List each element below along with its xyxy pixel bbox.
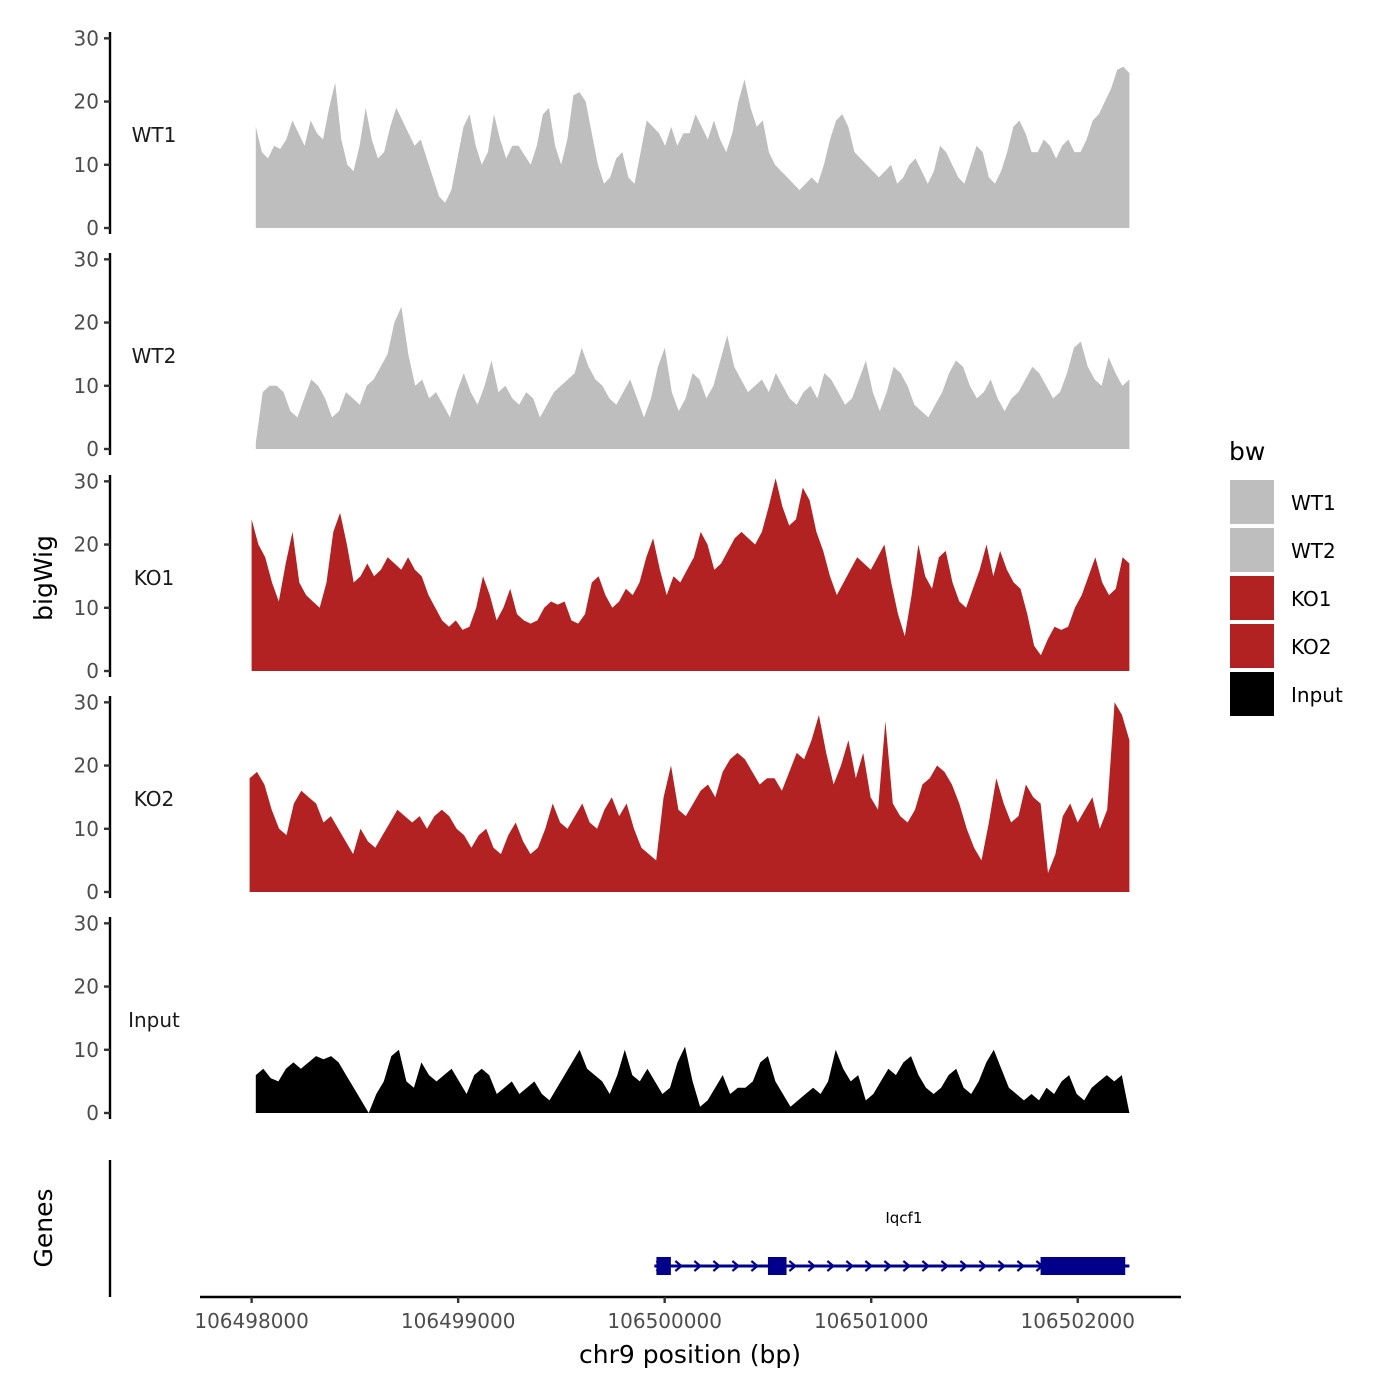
- y-axis-title: bigWig: [29, 535, 58, 621]
- legend-label: KO2: [1291, 635, 1332, 659]
- strand-arrow-icon: [864, 1260, 874, 1272]
- gene-exon: [656, 1257, 671, 1275]
- x-tick-label: 106499000: [401, 1309, 516, 1333]
- signal-area-wt2: [255, 306, 1130, 449]
- x-tick-label: 106501000: [814, 1309, 929, 1333]
- signal-area-ko1: [251, 478, 1130, 671]
- y-tick-label: 30: [74, 469, 99, 493]
- legend-item-wt1: WT1: [1230, 480, 1336, 524]
- signal-area-ko2: [249, 702, 1130, 892]
- strand-arrow-icon: [712, 1260, 722, 1272]
- legend-item-input: Input: [1230, 672, 1343, 716]
- signal-area-input: [255, 1046, 1130, 1113]
- y-tick-label: 0: [86, 437, 99, 461]
- legend-label: WT1: [1291, 491, 1336, 515]
- x-axis: 106498000 106499000 106500000 106501000 1065…: [194, 1295, 1181, 1333]
- strand-arrow-icon: [845, 1260, 855, 1272]
- legend-label: KO1: [1291, 587, 1332, 611]
- strand-arrow-icon: [826, 1260, 836, 1272]
- track-label: WT2: [132, 344, 177, 368]
- y-tick-label: 0: [86, 216, 99, 240]
- y-tick-label: 10: [74, 153, 99, 177]
- strand-arrow-icon: [1016, 1260, 1026, 1272]
- y-tick-label: 30: [74, 690, 99, 714]
- gene-name-label: Iqcf1: [885, 1209, 922, 1227]
- track-wt1: 0 10 20 30 WT1: [74, 26, 1130, 240]
- legend-swatch: [1230, 672, 1274, 716]
- track-input: 0 10 20 30 Input: [74, 911, 1130, 1125]
- track-label: KO1: [134, 566, 175, 590]
- bigwig-tracks: 0 10 20 30 WT1 0 10 20 30 WT2 0 10 20 30 KO1 0 10 20 30 KO2…: [74, 26, 1130, 1125]
- strand-arrow-icon: [940, 1260, 950, 1272]
- legend-swatch: [1230, 528, 1274, 572]
- strand-arrow-icon: [788, 1260, 798, 1272]
- genes-track-title: Genes: [29, 1188, 58, 1267]
- y-tick-label: 10: [74, 596, 99, 620]
- strand-arrow-icon: [883, 1260, 893, 1272]
- legend-item-ko2: KO2: [1230, 624, 1332, 668]
- strand-arrow-icon: [807, 1260, 817, 1272]
- signal-area-wt1: [255, 66, 1130, 228]
- y-tick-label: 30: [74, 247, 99, 271]
- track-label: WT1: [132, 123, 177, 147]
- track-wt2: 0 10 20 30 WT2: [74, 247, 1130, 461]
- legend-label: Input: [1291, 683, 1343, 707]
- y-tick-label: 10: [74, 374, 99, 398]
- x-axis-title: chr9 position (bp): [579, 1340, 801, 1369]
- y-tick-label: 0: [86, 1101, 99, 1125]
- y-tick-label: 30: [74, 26, 99, 50]
- y-tick-label: 0: [86, 880, 99, 904]
- y-tick-label: 30: [74, 911, 99, 935]
- y-tick-label: 10: [74, 817, 99, 841]
- legend-title: bw: [1229, 437, 1265, 466]
- legend-swatch: [1230, 480, 1274, 524]
- x-tick-label: 106498000: [194, 1309, 309, 1333]
- strand-arrow-icon: [978, 1260, 988, 1272]
- gene-exon: [767, 1257, 787, 1275]
- y-tick-label: 20: [74, 975, 99, 999]
- legend-swatch: [1230, 624, 1274, 668]
- x-tick-label: 106500000: [607, 1309, 722, 1333]
- track-label: Input: [128, 1008, 180, 1032]
- strand-arrow-icon: [731, 1260, 741, 1272]
- y-tick-label: 20: [74, 754, 99, 778]
- gene-exon: [1040, 1257, 1126, 1275]
- track-label: KO2: [134, 787, 175, 811]
- strand-arrow-icon: [959, 1260, 969, 1272]
- strand-arrow-icon: [674, 1260, 684, 1272]
- legend: bw WT1 WT2 KO1 KO2 Input: [1229, 437, 1343, 716]
- strand-arrow-icon: [693, 1260, 703, 1272]
- x-tick-label: 106502000: [1020, 1309, 1135, 1333]
- strand-arrow-icon: [750, 1260, 760, 1272]
- y-tick-label: 10: [74, 1038, 99, 1062]
- track-ko2: 0 10 20 30 KO2: [74, 690, 1130, 904]
- legend-item-ko1: KO1: [1230, 576, 1332, 620]
- y-tick-label: 20: [74, 90, 99, 114]
- y-tick-label: 20: [74, 533, 99, 557]
- gene-track: Iqcf1: [108, 1160, 1130, 1297]
- legend-item-wt2: WT2: [1230, 528, 1336, 572]
- y-tick-label: 20: [74, 311, 99, 335]
- legend-swatch: [1230, 576, 1274, 620]
- strand-arrow-icon: [997, 1260, 1007, 1272]
- legend-label: WT2: [1291, 539, 1336, 563]
- gene-iqcf1: Iqcf1: [654, 1209, 1130, 1275]
- track-ko1: 0 10 20 30 KO1: [74, 469, 1130, 683]
- y-tick-label: 0: [86, 659, 99, 683]
- strand-arrow-icon: [902, 1260, 912, 1272]
- strand-arrow-icon: [921, 1260, 931, 1272]
